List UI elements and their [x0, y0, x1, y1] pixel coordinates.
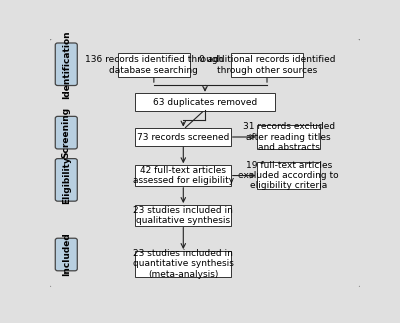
- Text: 73 records screened: 73 records screened: [137, 132, 230, 141]
- FancyBboxPatch shape: [55, 43, 77, 86]
- Text: 0 additional records identified
through other sources: 0 additional records identified through …: [199, 55, 335, 75]
- FancyBboxPatch shape: [135, 165, 231, 186]
- Text: 136 records identified through
database searching: 136 records identified through database …: [85, 55, 223, 75]
- FancyBboxPatch shape: [135, 251, 231, 277]
- Text: 19 full-text articles
excluded according to
eligibility criteria: 19 full-text articles excluded according…: [238, 161, 339, 191]
- FancyBboxPatch shape: [135, 128, 231, 146]
- Text: Screening: Screening: [62, 107, 71, 158]
- Text: 23 studies included in
quantitative synthesis
(meta-analysis): 23 studies included in quantitative synt…: [133, 249, 234, 279]
- FancyBboxPatch shape: [257, 125, 320, 149]
- Text: 23 studies included in
qualitative synthesis: 23 studies included in qualitative synth…: [133, 206, 233, 225]
- FancyBboxPatch shape: [55, 159, 77, 201]
- FancyBboxPatch shape: [55, 238, 77, 271]
- FancyBboxPatch shape: [118, 53, 190, 77]
- FancyBboxPatch shape: [49, 38, 361, 288]
- FancyBboxPatch shape: [55, 116, 77, 149]
- FancyBboxPatch shape: [231, 53, 303, 77]
- Text: 63 duplicates removed: 63 duplicates removed: [153, 98, 257, 107]
- FancyBboxPatch shape: [135, 93, 275, 111]
- Text: 42 full-text articles
assessed for eligibility: 42 full-text articles assessed for eligi…: [133, 166, 234, 185]
- FancyBboxPatch shape: [257, 162, 320, 189]
- Text: Eligibility: Eligibility: [62, 156, 71, 204]
- Text: 31 records excluded
after reading titles
and abstracts: 31 records excluded after reading titles…: [243, 122, 335, 152]
- FancyBboxPatch shape: [135, 205, 231, 226]
- Text: Identification: Identification: [62, 30, 71, 99]
- Text: Included: Included: [62, 233, 71, 276]
